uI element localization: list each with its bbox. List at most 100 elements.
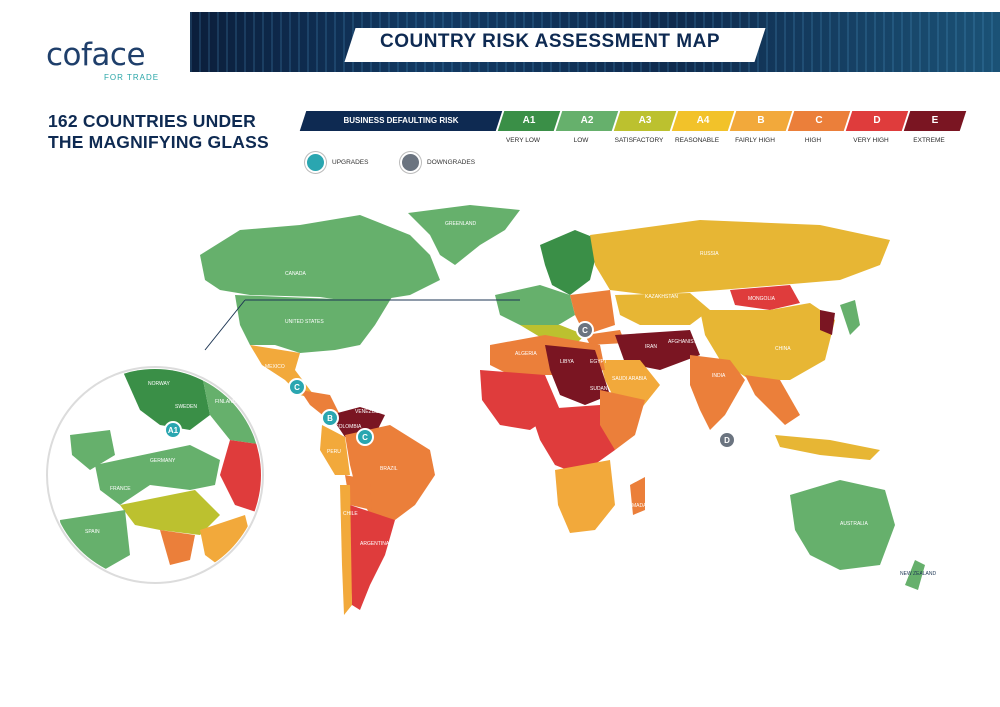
grade-code-e: E — [931, 115, 939, 126]
region-central-africa — [530, 405, 615, 475]
grade-code-a1: A1 — [522, 115, 536, 126]
label-peru: PERU — [327, 449, 341, 455]
svg-text:A1: A1 — [168, 426, 179, 435]
region-east-africa — [600, 390, 645, 450]
label-australia: AUSTRALIA — [840, 521, 868, 527]
region-peru-ecuador — [320, 425, 350, 475]
region-australia — [790, 480, 895, 570]
region-kazakhstan — [615, 293, 710, 325]
region-japan — [840, 300, 860, 335]
page-title: COUNTRY RISK ASSESSMENT MAP — [379, 31, 721, 52]
svg-text:C: C — [582, 326, 588, 335]
label-iran: IRAN — [645, 344, 657, 350]
label-norway: NORWAY — [148, 381, 171, 387]
region-greenland — [408, 205, 520, 265]
region-scandinavia — [540, 230, 600, 295]
region-indonesia — [775, 435, 880, 460]
label-india: INDIA — [712, 373, 726, 379]
label-argentina: ARGENTINA — [360, 541, 390, 547]
grade-label-a2: LOW — [573, 137, 589, 144]
region-mongolia — [730, 285, 800, 310]
headline-line-2: THE MAGNIFYING GLASS — [48, 132, 269, 152]
region-new-zealand — [905, 560, 925, 590]
label-sweden: SWEDEN — [175, 404, 197, 410]
label-new-zealand: NEW ZEALAND — [900, 571, 937, 577]
region-argentina — [350, 505, 395, 610]
marker-downgrade-turkey: C — [576, 321, 594, 339]
label-china: CHINA — [775, 346, 791, 352]
marker-upgrade-mexico: C — [288, 378, 306, 396]
region-china — [700, 303, 835, 380]
label-spain: SPAIN — [85, 529, 100, 535]
grade-label-e: EXTREME — [913, 137, 945, 144]
label-brazil: BRAZIL — [380, 466, 398, 472]
grade-code-a2: A2 — [580, 115, 594, 126]
grade-label-a1: VERY LOW — [505, 137, 541, 144]
scale-title: BUSINESS DEFAULTING RISK — [343, 116, 459, 125]
upgrades-label: UPGRADES — [332, 159, 369, 166]
region-russia — [590, 220, 890, 295]
label-egypt: EGYPT — [590, 359, 607, 365]
grade-label-a3: SATISFACTORY — [614, 137, 664, 144]
world-risk-map: CANADA UNITED STATES MEXICO BRAZIL RUSSI… — [45, 205, 937, 615]
label-kazakhstan: KAZAKHSTAN — [645, 294, 678, 300]
region-southeast-asia — [745, 375, 800, 425]
logo-tagline: FOR TRADE — [104, 73, 160, 82]
region-libya-sudan — [545, 345, 610, 405]
headline-line-1: 162 COUNTRIES UNDER — [48, 111, 257, 131]
region-canada — [200, 215, 440, 303]
downgrades-label: DOWNGRADES — [427, 159, 476, 166]
label-colombia: COLOMBIA — [335, 424, 362, 430]
grade-label-b: FAIRLY HIGH — [735, 137, 775, 144]
marker-upgrade-sweden: A1 — [164, 421, 182, 439]
label-finland: FINLAND — [215, 399, 237, 405]
upgrade-marker-icon — [305, 152, 326, 173]
label-algeria: ALGERIA — [515, 351, 537, 357]
svg-text:C: C — [294, 383, 300, 392]
label-france: FRANCE — [110, 486, 131, 492]
headline: 162 COUNTRIES UNDER THE MAGNIFYING GLASS — [48, 111, 308, 153]
marker-upgrade-venezuela: C — [356, 428, 374, 446]
region-chile — [340, 485, 352, 615]
europe-magnifier — [45, 365, 265, 585]
legend-downgrades: DOWNGRADES — [400, 152, 475, 173]
coface-logo: coface FOR TRADE — [46, 37, 186, 83]
region-southern-africa — [555, 460, 615, 533]
marker-upgrade-colombia: B — [321, 409, 339, 427]
svg-text:B: B — [327, 414, 333, 423]
grade-label-c: HIGH — [804, 137, 822, 144]
region-western-europe — [495, 285, 575, 330]
label-united-states: UNITED STATES — [285, 319, 324, 325]
logo-wordmark: coface — [46, 37, 146, 73]
label-germany: GERMANY — [150, 458, 176, 464]
label-venezuela: VENEZUELA — [355, 409, 385, 415]
grade-label-a4: REASONABLE — [674, 137, 720, 144]
region-turkey — [585, 330, 625, 345]
grade-code-a4: A4 — [696, 115, 710, 126]
label-sudan: SUDAN — [590, 386, 608, 392]
region-madagascar — [630, 477, 645, 515]
grade-code-b: B — [757, 115, 765, 126]
label-saudi-arabia: SAUDI ARABIA — [612, 376, 647, 382]
label-afghanistan: AFGHANISTAN — [668, 339, 704, 345]
grade-code-c: C — [815, 115, 823, 126]
region-north-korea — [820, 310, 835, 335]
label-madagascar: MADAGASCAR — [632, 503, 668, 509]
downgrade-marker-icon — [400, 152, 421, 173]
label-mexico: MEXICO — [265, 364, 285, 370]
label-libya: LIBYA — [560, 359, 574, 365]
grade-code-a3: A3 — [638, 115, 652, 126]
label-canada: CANADA — [285, 271, 307, 277]
marker-downgrade-sri-lanka: D — [718, 431, 736, 449]
label-chile: CHILE — [343, 511, 358, 517]
label-russia: RUSSIA — [700, 251, 719, 257]
region-united-states — [235, 295, 392, 353]
region-bolivia-paraguay — [345, 475, 372, 510]
svg-text:C: C — [362, 433, 368, 442]
grade-label-d: VERY HIGH — [853, 137, 889, 144]
label-greenland: GREENLAND — [445, 221, 477, 227]
region-india — [690, 355, 745, 430]
legend-upgrades: UPGRADES — [305, 152, 368, 173]
svg-text:D: D — [724, 436, 730, 445]
label-mongolia: MONGOLIA — [748, 296, 776, 302]
